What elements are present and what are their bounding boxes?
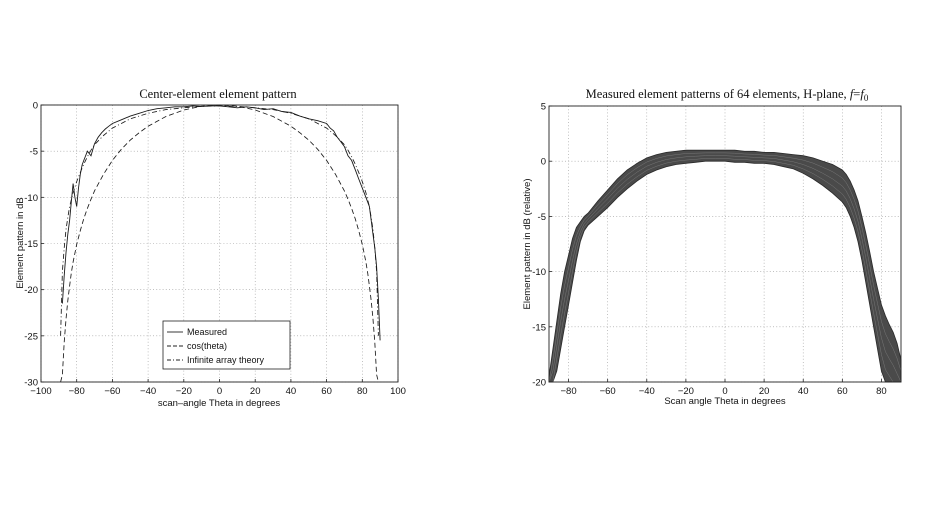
left-chart-y-tick-label: -20 [24,285,38,296]
right-chart-y-tick-label: 0 [541,157,546,168]
element-pattern-trace [549,158,901,383]
right-chart-y-axis-label: Element pattern in dB (relative) [522,179,533,310]
left-chart-x-axis-label: scan–angle Theta in degrees [158,398,281,409]
right-chart-x-tick-label: −20 [678,386,694,397]
left-chart-x-tick-label: −100 [30,386,51,397]
element-pattern-trace [548,152,902,383]
left-chart-x-tick-label: 80 [357,386,368,397]
left-chart: Center-element element pattern −100 −80 −6… [15,87,406,409]
left-chart-y-tick-label: -25 [24,331,38,342]
right-chart-y-tick-label: -15 [532,322,546,333]
legend-label-cos: cos(theta) [187,341,227,351]
series-infinite-array-line [60,105,379,336]
left-chart-ticks: −100 −80 −60 −40 −20 0 20 40 60 80 100 0 -5 -10 -15 -20… [24,101,406,398]
left-chart-legend: Measured cos(theta) Infinite array theor… [162,320,291,370]
left-chart-y-axis-label: Element pattern in dB [15,197,26,288]
right-title-f0: f [860,87,865,101]
right-chart-x-tick-label: −40 [639,386,655,397]
left-chart-x-tick-label: −40 [140,386,156,397]
left-chart-y-tick-label: 0 [33,101,38,112]
right-chart-y-tick-label: -20 [532,378,546,389]
legend-label-measured: Measured [187,327,227,337]
left-chart-y-tick-label: -15 [24,239,38,250]
right-chart-y-tick-label: 5 [541,102,546,113]
right-title-f: f [850,87,855,101]
left-chart-x-tick-label: −60 [104,386,120,397]
left-chart-y-tick-label: -5 [30,147,38,158]
left-chart-x-tick-label: 100 [390,386,406,397]
right-chart-y-tick-label: -10 [532,267,546,278]
left-chart-y-tick-label: -10 [24,193,38,204]
right-title-subscript: 0 [864,93,869,103]
left-chart-x-tick-label: −80 [69,386,85,397]
left-chart-y-tick-label: -30 [24,378,38,389]
right-title-eq: = [853,87,860,101]
right-chart-x-tick-label: 0 [722,386,727,397]
element-pattern-trace [548,155,902,383]
left-chart-x-tick-label: 0 [217,386,222,397]
left-chart-x-tick-label: 20 [250,386,261,397]
right-chart-x-tick-label: −60 [600,386,616,397]
series-measured-line [61,105,381,341]
left-chart-x-tick-label: 40 [286,386,297,397]
right-chart-x-axis-label: Scan angle Theta in degrees [664,396,786,407]
right-chart-x-tick-label: 80 [876,386,887,397]
legend-box [162,320,291,370]
left-chart-x-tick-label: 60 [321,386,332,397]
right-chart-x-tick-label: −80 [560,386,576,397]
right-chart-x-tick-label: 60 [837,386,848,397]
right-chart-y-tick-label: -5 [538,212,546,223]
left-chart-title: Center-element element pattern [139,87,297,101]
right-chart-x-tick-label: 20 [759,386,770,397]
right-chart-title: Measured element patterns of 64 elements… [586,87,869,103]
right-chart: Measured element patterns of 64 elements… [522,87,902,407]
right-chart-ticks: −80 −60 −40 −20 0 20 40 60 80 5 0 -5 -10 -15 -20 [532,102,886,398]
left-chart-x-tick-label: −20 [176,386,192,397]
right-chart-grid [549,105,901,383]
right-chart-x-tick-label: 40 [798,386,809,397]
legend-label-infinite: Infinite array theory [187,355,265,365]
right-title-main: Measured element patterns of 64 elements… [586,87,850,101]
